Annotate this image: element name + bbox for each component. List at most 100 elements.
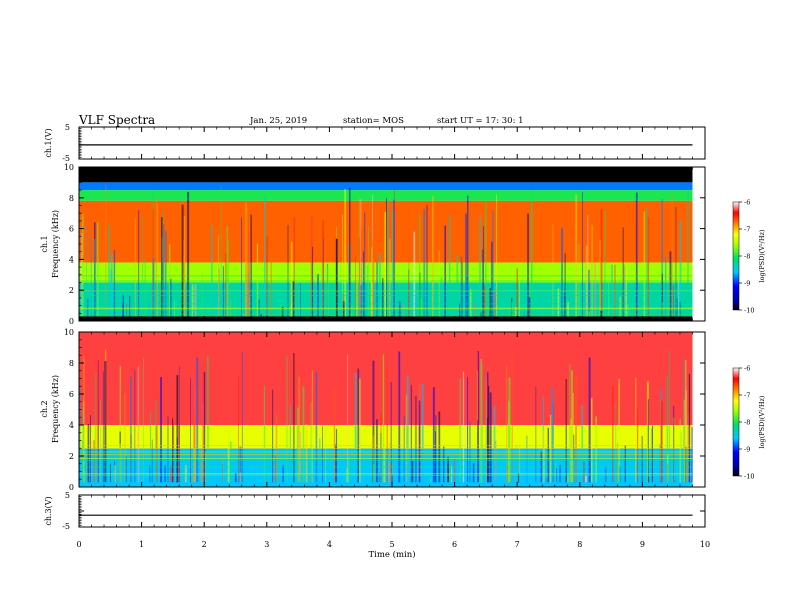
ch1-spectrogram-streak xyxy=(191,284,194,317)
ch1-spectrogram-streak xyxy=(529,310,531,317)
ch1-spectrogram-streak xyxy=(646,207,648,317)
ch2-colorbar-tick-label: -9 xyxy=(744,446,750,454)
ch2-spectrogram-streak xyxy=(93,440,95,483)
ch2-spectrogram-streak xyxy=(178,357,180,483)
ch2-spectrogram-streak xyxy=(443,446,445,483)
ch2-colorbar-tick-label: -7 xyxy=(744,392,750,400)
ch1-spectrogram-streak xyxy=(624,267,626,317)
ch2-spectrogram-streak xyxy=(205,452,206,483)
ch2-spectrogram-streak xyxy=(119,443,122,483)
time-axis-tick-labels: 0 1 2 3 4 5 6 7 8 9 10 xyxy=(76,540,710,549)
ch1-spectrogram-ytick-label: 4 xyxy=(69,255,74,264)
ch1-spectrogram-streak xyxy=(667,310,669,317)
ch2-spectrogram-streak xyxy=(617,442,618,483)
ch2-spectrogram-streak xyxy=(493,406,496,483)
figure-title: VLF Spectra xyxy=(78,113,155,127)
ch2-spectrogram-streak xyxy=(193,448,195,483)
ch2-spectrogram-streak xyxy=(389,442,391,483)
ch1-spectrogram-ytick-label: 8 xyxy=(69,194,74,203)
ch2-spectrogram-streak xyxy=(286,355,288,483)
ch2-spectrogram-streak xyxy=(517,473,520,483)
ch1-spectrogram-streak xyxy=(310,216,313,317)
date-label: Jan. 25, 2019 xyxy=(249,116,307,126)
ch2-spectrogram-ytick-label: 4 xyxy=(69,421,74,430)
ch2-spectrogram-streak xyxy=(555,463,557,483)
ch1-spectrogram-streak xyxy=(161,217,163,317)
ch2-spectrogram-streak xyxy=(392,474,393,483)
ch2-spectrogram-streak xyxy=(507,466,509,483)
ch1-spectrogram-ytick-label: 10 xyxy=(64,163,74,172)
ch2-spectrogram-streak xyxy=(315,371,318,483)
ch1-spectrogram-streak xyxy=(456,254,459,317)
ch2-spectrogram-streak xyxy=(202,403,205,483)
ch1-spectrogram-streak xyxy=(312,246,314,317)
ch1-spectrogram-streak xyxy=(201,273,203,317)
ch1-spectrogram-streak xyxy=(600,310,603,317)
ch1-spectrogram-streak xyxy=(97,222,99,317)
ch1-spectrogram-streak xyxy=(432,196,434,317)
ch1-spectrogram-streak xyxy=(246,208,248,317)
ch2-spectrogram-streak xyxy=(488,386,490,483)
ch1-waveform-panel: 5 -5 ch.1(V) xyxy=(44,123,706,163)
ch2-spectrogram-streak xyxy=(239,446,242,483)
ch2-spectrogram-streak xyxy=(660,400,662,483)
ch1-spectrogram-streak xyxy=(162,210,164,317)
ch2-spectrogram-streak xyxy=(226,469,227,483)
ch1-spectrogram-streak xyxy=(122,294,124,317)
ch1-spectrogram-streak xyxy=(165,230,167,317)
ch2-spectrogram-streak xyxy=(591,398,593,483)
ch1-spectrogram-streak xyxy=(600,209,603,317)
ch2-spectrogram-streak xyxy=(403,416,405,483)
ch2-spectrogram-streak xyxy=(668,350,670,483)
ch2-spectrogram-streak xyxy=(415,395,417,483)
ch2-spectrogram-streak xyxy=(618,378,620,483)
ch1-spectrogram-streak xyxy=(588,269,590,317)
time-tick-label: 9 xyxy=(640,540,645,549)
ch1-spectrogram-streak xyxy=(194,284,197,317)
time-tick-label: 8 xyxy=(577,540,582,549)
ch1-spectrogram-ytick-label: 0 xyxy=(69,317,74,326)
ch1-spectrogram-streak xyxy=(557,288,560,317)
ch1-spectrogram-streak xyxy=(129,295,131,317)
ch1-spectrogram-streak xyxy=(676,298,678,317)
ch1-spectrogram-streak xyxy=(528,297,531,317)
ch2-spectrogram-streak xyxy=(143,357,144,483)
ch2-spectrogram-streak xyxy=(131,460,133,483)
ch1-spectrogram-streak xyxy=(679,220,682,317)
ch1-spectrogram-streak xyxy=(391,209,394,317)
ch2-spectrogram-ytick-label: 6 xyxy=(69,390,74,399)
ch1-spectrogram-streak xyxy=(152,258,155,317)
ch2-spectrogram-streak xyxy=(388,460,390,483)
ch1-spectrogram-streak xyxy=(661,273,663,317)
ch2-spectrogram-streak xyxy=(499,463,501,483)
ch2-spectrogram-streak xyxy=(612,386,614,483)
ch2-spectrogram-streak xyxy=(588,357,591,483)
ch1-spectrogram-streak xyxy=(647,217,650,317)
ch1-spectrogram-streak xyxy=(371,247,373,317)
ch1-spectrogram-streak xyxy=(635,305,637,317)
ch2-spectrogram-streak xyxy=(330,458,332,483)
ch1-spectrogram-streak xyxy=(420,298,422,317)
ch1-spectrogram-streak xyxy=(118,284,120,317)
ch1-spectrogram-streak xyxy=(245,257,247,317)
ch1-spectrogram-streak xyxy=(530,190,533,317)
ch1-spectrogram-streak xyxy=(687,190,689,317)
ch2-spectrogram-streak xyxy=(386,368,388,483)
ch1-spectrogram-ylabel-frequency: Frequency (kHz) xyxy=(51,210,60,278)
ch1-spectrogram-streak xyxy=(360,198,362,317)
ch1-spectrogram-streak xyxy=(473,303,476,317)
ch2-spectrogram-streak xyxy=(651,428,653,483)
ch1-spectrogram-streak xyxy=(183,216,186,317)
ch1-spectrogram-streak xyxy=(323,237,324,317)
ch2-spectrogram-streak xyxy=(149,412,151,483)
ch2-spectrogram-streak xyxy=(624,445,626,483)
ch1-spectrogram-streak xyxy=(163,224,165,317)
ch2-spectrogram-ytick-label: 8 xyxy=(69,359,74,368)
ch2-spectrogram-streak xyxy=(87,424,90,483)
ch2-spectrogram-streak xyxy=(384,446,386,483)
ch2-spectrogram-streak xyxy=(195,446,196,483)
ch2-colorbar-tick-label: -10 xyxy=(744,473,754,481)
ch2-spectrogram-streak xyxy=(673,405,675,483)
ch1-spectrogram-streak xyxy=(527,213,529,317)
ch2-spectrogram-streak xyxy=(390,381,392,483)
